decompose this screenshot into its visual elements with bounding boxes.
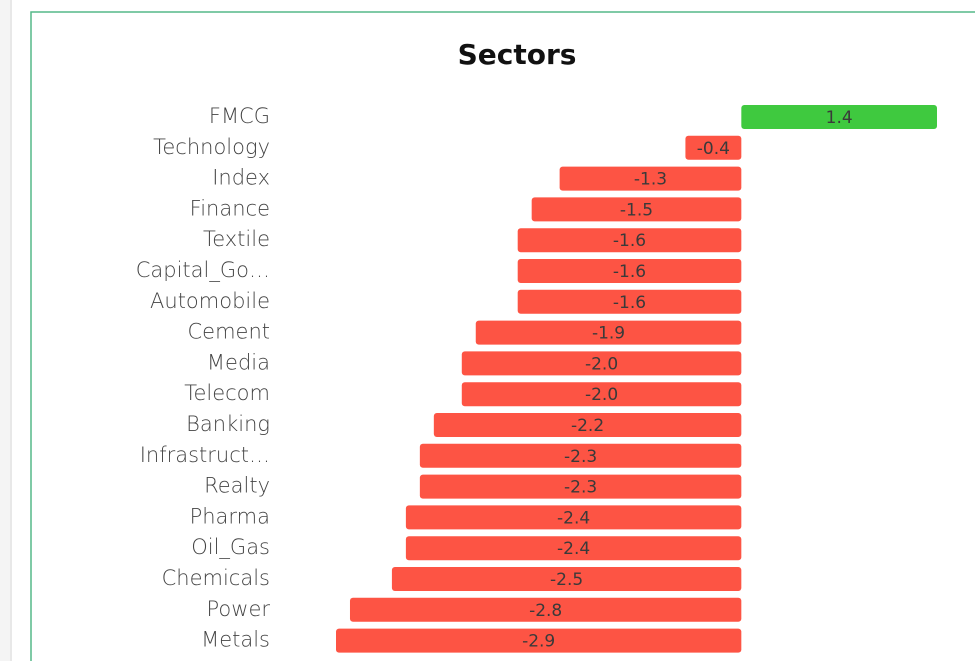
category-label: Oil_Gas bbox=[191, 535, 270, 559]
bar bbox=[405, 536, 742, 561]
category-label: Realty bbox=[204, 474, 270, 498]
side-panel bbox=[0, 0, 12, 661]
value-label: -2.0 bbox=[585, 354, 618, 374]
category-label: Media bbox=[207, 350, 270, 374]
bar bbox=[405, 505, 742, 530]
value-label: -2.4 bbox=[557, 539, 590, 559]
bar bbox=[685, 135, 742, 160]
category-label: Infrastruct… bbox=[140, 443, 270, 467]
value-label: -2.5 bbox=[550, 570, 583, 590]
bar bbox=[419, 474, 742, 499]
value-label: 1.4 bbox=[826, 108, 853, 128]
value-label: -1.6 bbox=[613, 262, 646, 282]
bar bbox=[419, 443, 742, 468]
bar bbox=[461, 382, 742, 407]
bar bbox=[517, 289, 742, 314]
category-label: Pharma bbox=[190, 504, 270, 528]
value-label: -1.6 bbox=[613, 231, 646, 251]
bar bbox=[741, 105, 937, 129]
category-label: Textile bbox=[203, 227, 270, 251]
bar bbox=[433, 413, 742, 437]
bar bbox=[349, 597, 742, 622]
value-label: -1.9 bbox=[592, 324, 625, 344]
value-label: -1.5 bbox=[620, 200, 653, 220]
category-label: Power bbox=[207, 597, 271, 621]
bar bbox=[559, 166, 742, 191]
category-label: Banking bbox=[186, 412, 270, 436]
category-label: Index bbox=[212, 166, 270, 190]
bar bbox=[517, 259, 742, 283]
value-label: -2.3 bbox=[564, 478, 597, 498]
category-label: FMCG bbox=[209, 104, 270, 128]
category-label: Automobile bbox=[150, 289, 270, 313]
chart-title: Sectors bbox=[458, 38, 577, 71]
value-label: -1.3 bbox=[634, 170, 667, 190]
value-label: -0.4 bbox=[697, 139, 730, 159]
category-label: Cement bbox=[187, 320, 270, 344]
value-label: -1.6 bbox=[613, 293, 646, 313]
value-label: -2.8 bbox=[529, 601, 562, 621]
value-label: -2.2 bbox=[571, 416, 604, 436]
value-label: -2.4 bbox=[557, 508, 590, 528]
bar bbox=[531, 197, 742, 222]
bar bbox=[391, 567, 742, 591]
category-label: Technology bbox=[153, 135, 270, 159]
value-label: -2.3 bbox=[564, 447, 597, 467]
value-label: -2.0 bbox=[585, 385, 618, 405]
bar bbox=[517, 228, 742, 253]
category-label: Metals bbox=[201, 628, 270, 652]
category-label: Telecom bbox=[184, 381, 270, 405]
bar bbox=[475, 320, 742, 345]
category-label: Finance bbox=[190, 196, 270, 220]
bar bbox=[461, 351, 742, 376]
bar bbox=[336, 628, 742, 653]
category-label: Chemicals bbox=[162, 566, 270, 590]
value-label: -2.9 bbox=[522, 632, 555, 652]
category-label: Capital_Go… bbox=[136, 258, 270, 282]
